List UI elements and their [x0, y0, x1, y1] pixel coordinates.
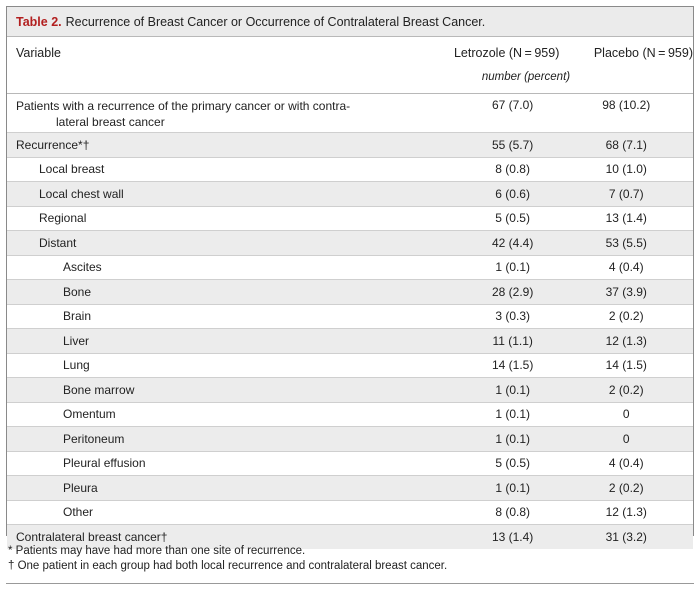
- placebo-value: 31 (3.2): [605, 529, 647, 544]
- table-row: Liver 11 (1.1) 12 (1.3): [7, 329, 693, 354]
- results-table: Table 2. Recurrence of Breast Cancer or …: [6, 6, 694, 549]
- table-row: Patients with a recurrence of the primar…: [7, 94, 693, 133]
- unit-row: number (percent): [7, 69, 693, 93]
- row-label: Omentum: [63, 407, 116, 422]
- table-row: Bone marrow 1 (0.1) 2 (0.2): [7, 378, 693, 403]
- letrozole-value: 3 (0.3): [495, 309, 531, 324]
- table-row: Recurrence*† 55 (5.7) 68 (7.1): [7, 133, 693, 158]
- table-row: Local breast 8 (0.8) 10 (1.0): [7, 158, 693, 182]
- row-label: Regional: [39, 211, 87, 226]
- placebo-value: 0: [622, 431, 630, 446]
- table-row: Contralateral breast cancer† 13 (1.4) 31…: [7, 525, 693, 549]
- letrozole-value: 42 (4.4): [491, 235, 534, 250]
- letrozole-value: 1 (0.1): [495, 260, 531, 275]
- placebo-value: 12 (1.3): [605, 333, 647, 348]
- table-row: Brain 3 (0.3) 2 (0.2): [7, 305, 693, 329]
- table-row: Local chest wall 6 (0.6) 7 (0.7): [7, 182, 693, 207]
- unit-label: number (percent): [481, 71, 571, 83]
- placebo-value: 68 (7.1): [605, 137, 647, 152]
- table-row: Pleura 1 (0.1) 2 (0.2): [7, 476, 693, 501]
- letrozole-value: 5 (0.5): [495, 456, 531, 471]
- placebo-value: 13 (1.4): [605, 211, 647, 226]
- letrozole-value: 55 (5.7): [491, 137, 534, 152]
- letrozole-value: 28 (2.9): [491, 284, 534, 299]
- placebo-value: 7 (0.7): [608, 186, 644, 201]
- placebo-value: 37 (3.9): [605, 284, 647, 299]
- table-title: Recurrence of Breast Cancer or Occurrenc…: [65, 14, 486, 29]
- table-row: Lung 14 (1.5) 14 (1.5): [7, 354, 693, 378]
- placebo-value: 12 (1.3): [605, 505, 647, 520]
- footnotes: * Patients may have had more than one si…: [8, 544, 447, 574]
- table-body: Patients with a recurrence of the primar…: [7, 93, 693, 549]
- row-label: Brain: [63, 309, 92, 324]
- placebo-value: 2 (0.2): [608, 480, 644, 495]
- letrozole-value: 1 (0.1): [495, 382, 531, 397]
- row-label-line1: Patients with a recurrence of the primar…: [16, 99, 351, 113]
- row-label: Pleura: [63, 480, 98, 495]
- row-label: Peritoneum: [63, 431, 125, 446]
- letrozole-value: 11 (1.1): [492, 333, 533, 348]
- letrozole-value: 5 (0.5): [495, 211, 530, 226]
- table-title-bar: Table 2. Recurrence of Breast Cancer or …: [7, 7, 693, 37]
- placebo-value: 4 (0.4): [608, 456, 644, 471]
- table-row: Bone 28 (2.9) 37 (3.9): [7, 280, 693, 305]
- row-label: Local breast: [39, 162, 105, 177]
- footnote-asterisk: * Patients may have had more than one si…: [8, 545, 306, 557]
- row-label-line2: lateral breast cancer: [56, 115, 165, 129]
- column-header-letrozole: Letrozole (N = 959): [453, 46, 560, 60]
- row-label: Pleural effusion: [63, 456, 146, 471]
- letrozole-value: 67 (7.0): [491, 98, 534, 112]
- letrozole-value: 14 (1.5): [491, 358, 534, 373]
- placebo-value: 10 (1.0): [605, 162, 647, 177]
- placebo-value: 53 (5.5): [605, 235, 647, 250]
- table-row: Omentum 1 (0.1) 0: [7, 403, 693, 427]
- table-row: Ascites 1 (0.1) 4 (0.4): [7, 256, 693, 280]
- row-label: Local chest wall: [39, 186, 124, 201]
- placebo-value: 4 (0.4): [608, 260, 644, 275]
- placebo-value: 2 (0.2): [608, 382, 644, 397]
- table-row: Peritoneum 1 (0.1) 0: [7, 427, 693, 452]
- row-label: Recurrence*†: [16, 137, 90, 152]
- placebo-value: 14 (1.5): [605, 358, 647, 373]
- placebo-value: 0: [622, 407, 630, 422]
- row-label: Bone marrow: [63, 382, 135, 397]
- row-label: Patients with a recurrence of the primar…: [7, 94, 376, 130]
- table-row: Distant 42 (4.4) 53 (5.5): [7, 231, 693, 256]
- footnote-dagger: † One patient in each group had both loc…: [8, 560, 448, 572]
- row-label: Contralateral breast cancer†: [16, 529, 168, 544]
- letrozole-value: 8 (0.8): [495, 505, 531, 520]
- bottom-divider: [6, 583, 694, 584]
- column-header-row: Variable Letrozole (N = 959) Placebo (N …: [7, 37, 693, 69]
- column-header-placebo: Placebo (N = 959): [593, 46, 693, 60]
- table-row: Regional 5 (0.5) 13 (1.4): [7, 207, 693, 231]
- row-label: Liver: [63, 333, 90, 348]
- letrozole-value: 1 (0.1): [495, 407, 531, 422]
- letrozole-value: 13 (1.4): [491, 529, 534, 544]
- table-row: Other 8 (0.8) 12 (1.3): [7, 501, 693, 525]
- row-label: Bone: [63, 284, 92, 299]
- row-label: Other: [63, 505, 94, 520]
- letrozole-value: 1 (0.1): [495, 480, 531, 495]
- table-row: Pleural effusion 5 (0.5) 4 (0.4): [7, 452, 693, 476]
- letrozole-value: 1 (0.1): [495, 431, 531, 446]
- row-label: Ascites: [63, 260, 102, 275]
- column-header-variable: Variable: [16, 46, 61, 60]
- letrozole-value: 6 (0.6): [495, 186, 530, 201]
- row-label: Distant: [39, 235, 77, 250]
- placebo-value: 2 (0.2): [608, 309, 644, 324]
- table-label: Table 2.: [16, 14, 62, 29]
- row-label: Lung: [63, 358, 90, 373]
- letrozole-value: 8 (0.8): [495, 162, 530, 177]
- placebo-value: 98 (10.2): [602, 98, 651, 112]
